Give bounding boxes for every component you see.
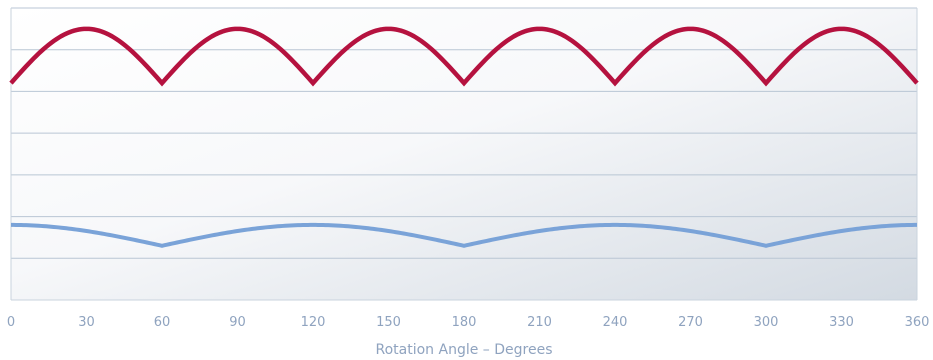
- x-tick-label: 0: [7, 315, 15, 330]
- series-line-2: [10, 222, 918, 248]
- x-tick-label: 360: [905, 315, 930, 330]
- x-tick-label: 90: [229, 315, 246, 330]
- x-tick-label: 60: [154, 315, 171, 330]
- x-tick-label: 300: [754, 315, 779, 330]
- x-tick-label: 120: [301, 315, 326, 330]
- x-tick-label: 330: [829, 315, 854, 330]
- plot-background: [11, 8, 917, 300]
- x-tick-label: 150: [376, 315, 401, 330]
- x-tick-label: 240: [603, 315, 628, 330]
- series-group: [9, 26, 919, 248]
- x-tick-label: 210: [527, 315, 552, 330]
- x-axis-title: Rotation Angle – Degrees: [376, 342, 553, 358]
- x-tick-label: 270: [678, 315, 703, 330]
- x-tick-labels: 0 30 60 90 120 150 180 210 240 270 300 330 360: [7, 315, 930, 330]
- grid-lines: [10, 7, 918, 301]
- x-tick-label: 30: [78, 315, 95, 330]
- x-tick-label: 180: [452, 315, 477, 330]
- series-line-1: [9, 26, 919, 87]
